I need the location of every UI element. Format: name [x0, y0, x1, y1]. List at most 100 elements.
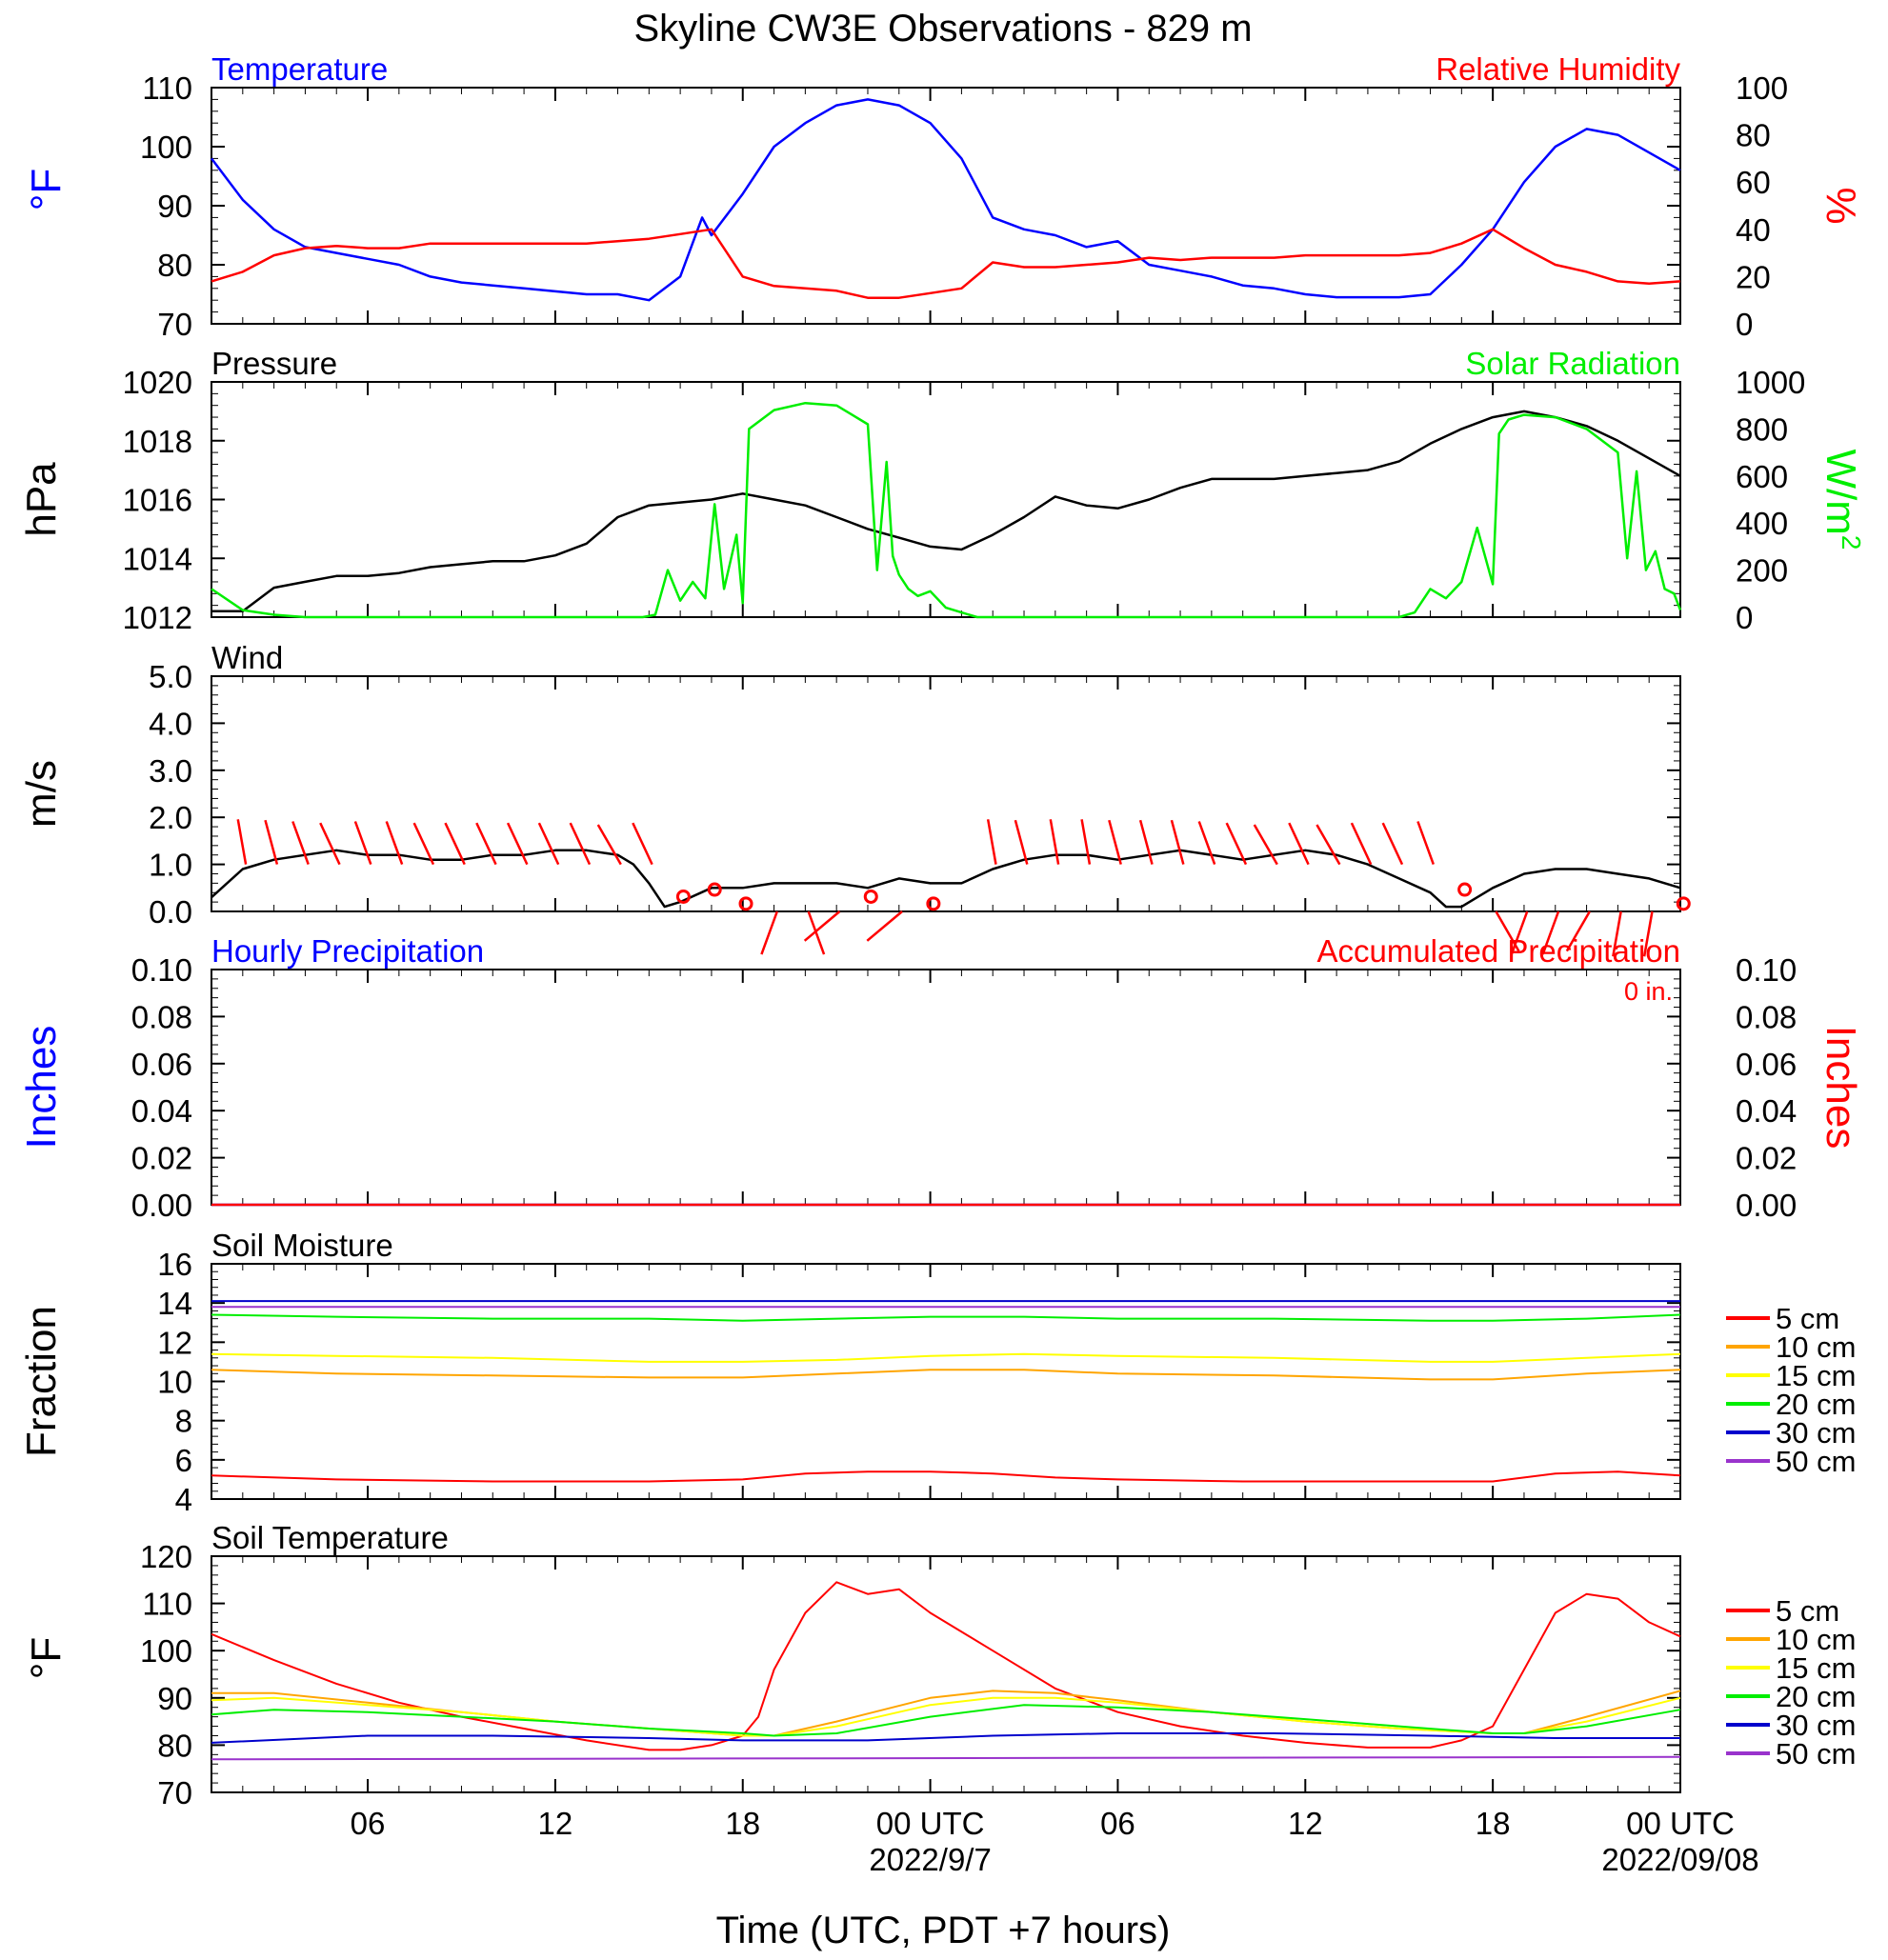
wind-barb — [1565, 910, 1591, 952]
wind-barb — [1612, 910, 1622, 957]
y-tick-label: 5.0 — [149, 659, 192, 694]
wind-barb — [444, 822, 466, 866]
wind-barb — [236, 819, 248, 865]
wind-calm-marker — [1676, 896, 1691, 911]
wind-barb — [1225, 822, 1248, 866]
wind-barb — [1197, 821, 1216, 866]
wind-barb — [760, 910, 779, 955]
wind-calm-marker — [1457, 882, 1473, 897]
y-tick-label: 1018 — [123, 424, 192, 459]
wind-barb — [632, 822, 653, 866]
legend-label: 15 cm — [1776, 1359, 1856, 1392]
wind-calm-marker — [738, 896, 753, 911]
y-axis-title-left: °F — [23, 1637, 70, 1679]
series-line-20-cm — [211, 1313, 1681, 1322]
x-date-label: 2022/9/7 — [869, 1842, 991, 1877]
y-tick-label: 70 — [157, 307, 192, 342]
x-tick-label: 18 — [1476, 1806, 1511, 1841]
wind-barb — [1170, 819, 1185, 865]
y2-tick-label: 1000 — [1736, 365, 1805, 400]
panel-frame — [211, 1263, 1681, 1500]
wind-barb — [264, 819, 279, 865]
annotation: 0 in. — [1624, 977, 1673, 1006]
wind-barb — [385, 821, 404, 866]
y-tick-label: 4.0 — [149, 706, 192, 741]
wind-barb — [1350, 822, 1373, 866]
y-tick-label: 0.0 — [149, 894, 192, 930]
series-line-10-cm — [211, 1690, 1681, 1737]
panel-frame — [211, 87, 1681, 325]
x-tick-label: 12 — [538, 1806, 573, 1841]
series-line-15-cm — [211, 1352, 1681, 1363]
wind-barb — [807, 910, 826, 955]
y2-tick-label: 0.08 — [1736, 999, 1797, 1034]
y-tick-label: 10 — [157, 1365, 192, 1400]
wind-barb — [569, 822, 592, 866]
legend-label: 30 cm — [1776, 1709, 1856, 1742]
y-tick-label: 90 — [157, 189, 192, 224]
y-tick-label: 2.0 — [149, 800, 192, 835]
wind-barb — [1642, 910, 1654, 957]
y-tick-label: 12 — [157, 1325, 192, 1360]
y2-tick-label: 0.00 — [1736, 1188, 1797, 1223]
wind-barb — [866, 910, 903, 942]
y2-tick-label: 40 — [1736, 212, 1771, 248]
wind-barb — [1541, 910, 1560, 955]
y-tick-label: 0.04 — [131, 1093, 192, 1129]
series-line-30-cm — [211, 1732, 1680, 1744]
y-tick-label: 0.06 — [131, 1047, 192, 1082]
panel-title-left: Soil Temperature — [211, 1520, 449, 1555]
panel-title-left: Soil Moisture — [211, 1228, 393, 1263]
wind-calm-marker — [863, 889, 878, 904]
panel-2: 1012 1014 1016 1018 1020 0 200 400 600 800 1000 Pre… — [18, 346, 1866, 635]
y-tick-label: 4 — [175, 1482, 192, 1517]
wind-barb — [291, 821, 310, 866]
series-line-50-cm — [211, 1755, 1681, 1761]
y-tick-label: 70 — [157, 1775, 192, 1810]
y2-tick-label: 0 — [1736, 307, 1753, 342]
wind-barb — [319, 822, 341, 866]
y2-tick-label: 0.04 — [1736, 1093, 1797, 1129]
y2-tick-label: 0.06 — [1736, 1047, 1797, 1082]
legend-label: 5 cm — [1776, 1302, 1839, 1335]
panel-title-right: Relative Humidity — [1436, 51, 1680, 87]
panel-title-left: Wind — [211, 640, 283, 675]
series-line-pressure — [211, 410, 1681, 613]
wind-barb — [353, 821, 372, 866]
y2-tick-label: 0.02 — [1736, 1141, 1797, 1176]
wind-calm-marker — [926, 896, 941, 911]
y-axis-title-left: m/s — [18, 760, 65, 828]
wind-barb — [803, 910, 841, 942]
x-tick-label: 06 — [351, 1806, 386, 1841]
y-axis-title-left: °F — [23, 169, 70, 210]
y2-tick-label: 0.10 — [1736, 952, 1797, 988]
wind-barb — [1049, 819, 1060, 865]
panel-frame — [211, 969, 1681, 1206]
y-axis-title-left: Inches — [18, 1026, 65, 1150]
y-axis-title-left: hPa — [18, 462, 65, 537]
y-tick-label: 8 — [175, 1404, 192, 1439]
y-tick-label: 1014 — [123, 541, 192, 576]
y-tick-label: 6 — [175, 1443, 192, 1478]
panel-title-right: Solar Radiation — [1465, 346, 1680, 381]
y-tick-label: 14 — [157, 1286, 192, 1321]
x-tick-label: 00 UTC — [1626, 1806, 1735, 1841]
y2-tick-label: 400 — [1736, 506, 1788, 541]
series-line-temperature — [211, 98, 1681, 302]
y2-tick-label: 60 — [1736, 165, 1771, 200]
y-tick-label: 110 — [142, 1587, 192, 1622]
series-line-5-cm — [211, 1581, 1681, 1751]
series-line-20-cm — [211, 1704, 1681, 1737]
y-tick-label: 110 — [142, 70, 192, 106]
legend-label: 50 cm — [1776, 1445, 1856, 1478]
y-axis-title-right: W/m2 — [1818, 450, 1866, 550]
legend-label: 50 cm — [1776, 1737, 1856, 1770]
x-tick-label: 18 — [725, 1806, 760, 1841]
x-axis-title: Time (UTC, PDT +7 hours) — [716, 1910, 1171, 1951]
y-tick-label: 16 — [157, 1247, 192, 1282]
wind-barb — [1288, 822, 1310, 866]
wind-barb — [1381, 822, 1404, 866]
panel-4: 0.00 0.02 0.04 0.06 0.08 0.10 0.00 0.02 0.04 0.06… — [18, 933, 1864, 1223]
